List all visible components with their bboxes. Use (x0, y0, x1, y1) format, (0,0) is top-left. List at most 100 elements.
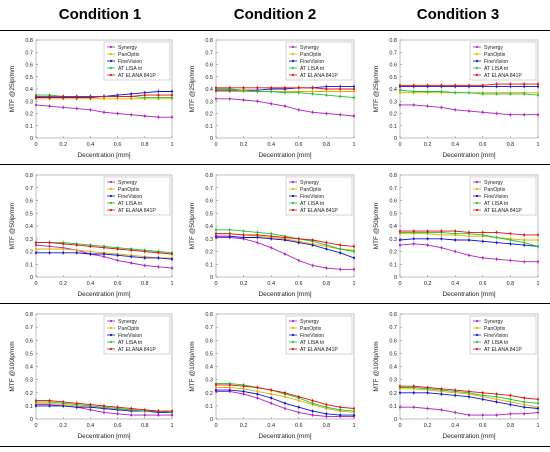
chart-panel-2: 0 0.1 0.2 0.3 0.4 0.5 0.6 0.7 0.8 0 0.2 0.4 0.6 0.8 1 D… (189, 38, 356, 159)
data-point (48, 399, 51, 402)
data-point (130, 413, 133, 417)
data-point (523, 260, 526, 263)
x-axis-label: Decentration [mm] (258, 291, 311, 298)
y-tick-label: 0.6 (205, 338, 213, 344)
legend-marker (475, 347, 479, 351)
y-tick-label: 0.2 (25, 112, 33, 118)
x-tick-label: 0.2 (424, 142, 432, 148)
data-point (170, 96, 174, 99)
data-point (339, 251, 342, 254)
legend-marker (109, 326, 113, 330)
y-tick-label: 0.8 (389, 38, 397, 44)
legend-label: Synergy (300, 45, 319, 51)
x-tick-label: 0.6 (295, 142, 303, 148)
data-point (116, 247, 119, 251)
data-point (228, 232, 231, 235)
data-point (523, 113, 526, 116)
data-point (242, 89, 245, 92)
data-point (116, 112, 119, 115)
data-point (536, 407, 540, 410)
data-point (214, 232, 218, 235)
x-tick-label: 0 (34, 423, 37, 429)
data-point (102, 404, 106, 407)
y-tick-label: 0.3 (25, 378, 33, 384)
data-point (440, 387, 443, 390)
data-point (536, 238, 540, 242)
data-point (242, 230, 245, 233)
data-point (339, 90, 342, 93)
data-point (256, 90, 259, 93)
y-tick-label: 0.2 (25, 391, 33, 397)
data-point (170, 94, 174, 97)
data-point (143, 264, 146, 267)
data-point (352, 268, 356, 271)
data-point (102, 95, 106, 98)
x-tick-label: 0 (214, 281, 217, 287)
data-point (311, 399, 314, 402)
x-tick-label: 0.4 (451, 423, 459, 429)
data-point (339, 85, 342, 88)
y-tick-label: 0 (210, 136, 213, 142)
data-point (339, 244, 342, 247)
x-tick-label: 0.8 (507, 142, 515, 148)
data-point (523, 241, 526, 244)
y-tick-label: 0.4 (25, 87, 33, 93)
legend-label: AT ELANA 841P (300, 347, 338, 353)
data-point (214, 228, 218, 231)
y-tick-label: 0.6 (25, 199, 33, 205)
data-point (509, 412, 512, 415)
data-point (242, 233, 245, 237)
data-point (481, 391, 484, 394)
legend-label: PanOptix (484, 326, 506, 332)
data-point (214, 235, 218, 238)
data-point (62, 95, 65, 98)
data-point (34, 404, 38, 407)
data-point (523, 412, 526, 415)
x-tick-label: 0 (214, 423, 217, 429)
data-point (311, 92, 314, 95)
y-tick-label: 0.3 (205, 237, 213, 243)
column-title-2: Condition 2 (233, 6, 317, 23)
data-point (352, 90, 356, 93)
data-point (157, 413, 160, 417)
data-point (352, 256, 356, 259)
data-point (536, 398, 540, 401)
legend-marker (291, 319, 295, 323)
data-point (34, 399, 38, 402)
data-point (116, 259, 119, 262)
data-point (467, 235, 471, 238)
y-tick-label: 0.5 (389, 211, 397, 217)
data-point (325, 403, 328, 406)
data-point (339, 406, 342, 409)
data-point (116, 412, 119, 415)
y-axis-label: MTF @50lp/mm (373, 203, 380, 250)
y-tick-label: 0.6 (389, 338, 397, 344)
data-point (228, 97, 231, 100)
legend-marker (109, 45, 113, 49)
data-point (256, 231, 259, 234)
legend-label: PanOptix (300, 326, 322, 332)
legend-marker (291, 187, 295, 191)
legend-label: AT LISA tri (300, 66, 324, 72)
data-point (454, 411, 457, 414)
data-point (170, 266, 174, 270)
data-point (440, 106, 443, 109)
data-point (481, 398, 484, 401)
data-point (242, 392, 245, 396)
data-point (102, 255, 106, 258)
data-point (398, 244, 402, 247)
data-point (509, 232, 512, 235)
data-point (509, 400, 512, 404)
x-axis-label: Decentration [mm] (77, 433, 130, 440)
legend-marker (475, 187, 479, 191)
x-tick-label: 0.4 (87, 423, 95, 429)
y-axis-label: MTF @25lp/mm (189, 66, 196, 113)
x-tick-label: 0.6 (479, 281, 487, 287)
legend-marker (475, 180, 479, 184)
x-tick-label: 0.8 (141, 142, 149, 148)
data-point (398, 385, 402, 388)
chart-panel-5: 0 0.1 0.2 0.3 0.4 0.5 0.6 0.7 0.8 0 0.2 0.4 0.6 0.8 1 D… (189, 173, 356, 298)
x-axis-label: Decentration [mm] (442, 152, 495, 159)
data-point (339, 268, 342, 271)
data-point (481, 84, 484, 87)
